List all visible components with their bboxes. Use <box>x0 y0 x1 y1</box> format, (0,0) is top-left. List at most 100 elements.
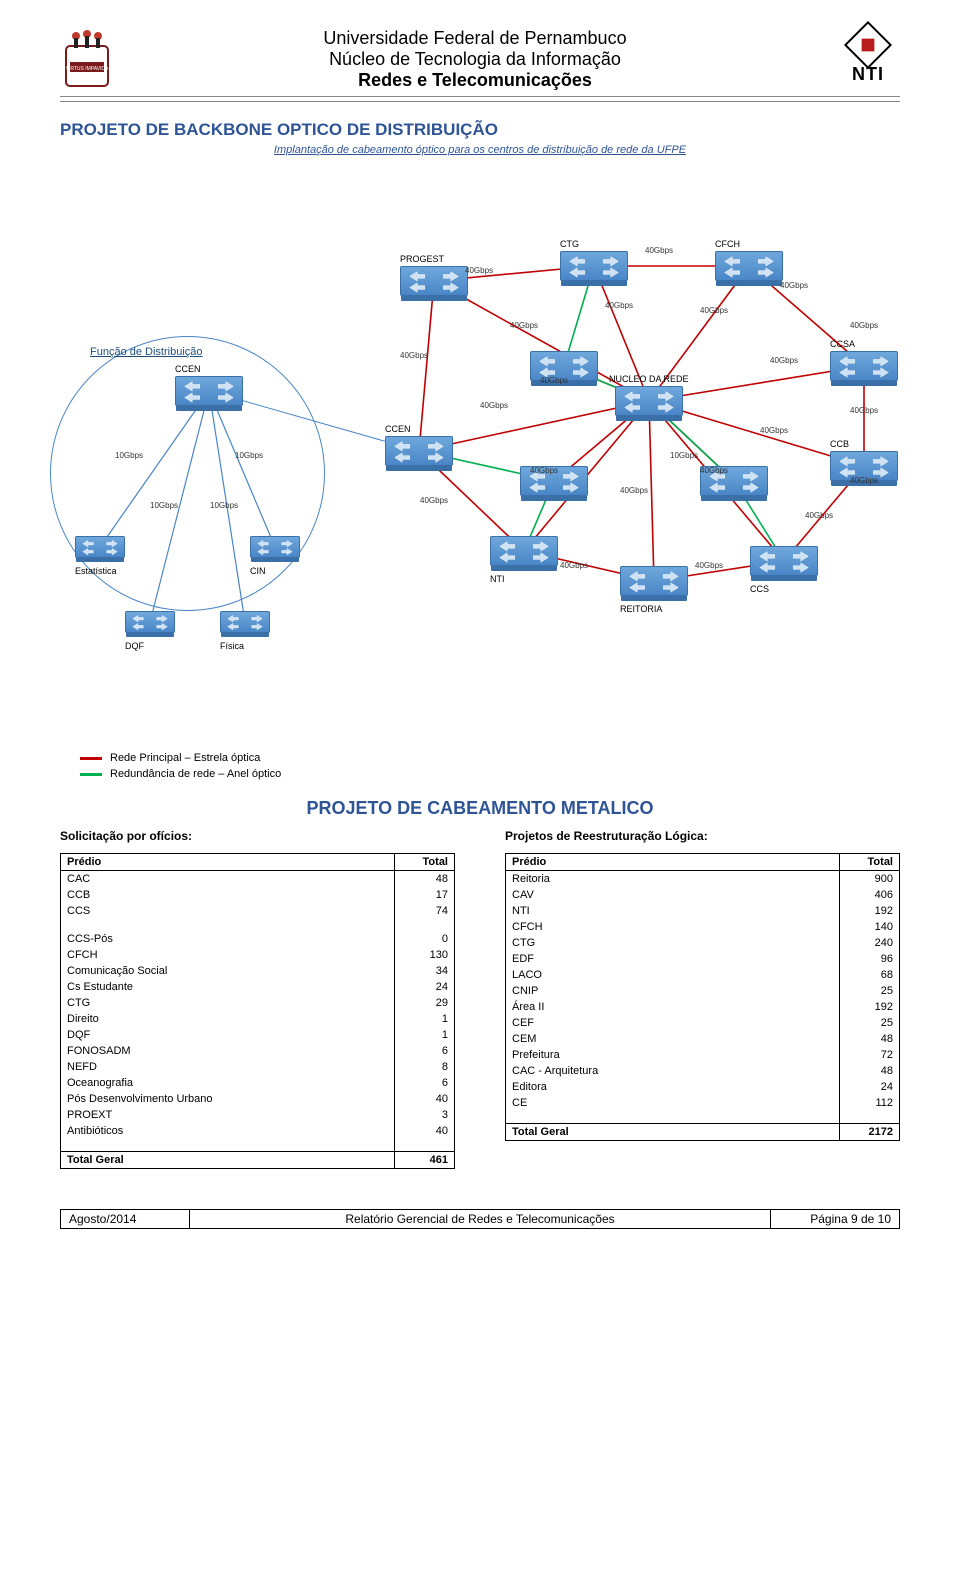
switch-node-nucleo <box>615 386 683 416</box>
link-label-40g: 40Gbps <box>645 246 673 255</box>
cell-predio: CEM <box>506 1031 840 1047</box>
footer-left: Agosto/2014 <box>60 1209 190 1229</box>
switch-node-cfch <box>715 251 783 281</box>
cell-predio: Oceanografia <box>61 1075 395 1091</box>
table-row: CCS-Pós0 <box>61 931 455 947</box>
backbone-diagram: Função de Distribuição PROGESTCTGCFCHCCS… <box>60 166 900 746</box>
link-label-10g: 10Gbps <box>235 451 263 460</box>
cell-predio: CNIP <box>506 983 840 999</box>
cell-total: 0 <box>395 931 455 947</box>
cell-total: 25 <box>840 1015 900 1031</box>
cell-predio: Direito <box>61 1011 395 1027</box>
table-row: CCS74 <box>61 903 455 919</box>
cell-total: 96 <box>840 951 900 967</box>
table-row: CE112 <box>506 1095 900 1111</box>
cell-predio: CTG <box>506 935 840 951</box>
legend-green-swatch <box>80 773 102 776</box>
metalico-columns: Solicitação por ofícios: PrédioTotalCAC4… <box>60 829 900 1169</box>
table-row: CNIP25 <box>506 983 900 999</box>
cell-predio: PROEXT <box>61 1107 395 1123</box>
table-row: Oceanografia6 <box>61 1075 455 1091</box>
cell-total: 1 <box>395 1027 455 1043</box>
left-heading: Solicitação por ofícios: <box>60 829 455 843</box>
table-row: FONOSADM6 <box>61 1043 455 1059</box>
header-line1: Universidade Federal de Pernambuco <box>114 28 836 49</box>
cell-predio: NEFD <box>61 1059 395 1075</box>
metalico-left-col: Solicitação por ofícios: PrédioTotalCAC4… <box>60 829 455 1169</box>
node-label-reitoria: REITORIA <box>620 604 662 614</box>
node-label-progest: PROGEST <box>400 254 444 264</box>
cell-total: 72 <box>840 1047 900 1063</box>
link-label-40g: 40Gbps <box>760 426 788 435</box>
cell-total: 25 <box>840 983 900 999</box>
link-label-40g: 40Gbps <box>850 476 878 485</box>
switch-node-ccen2 <box>385 436 453 466</box>
cell-total: 192 <box>840 903 900 919</box>
link-label-40g: 40Gbps <box>770 356 798 365</box>
cell-predio: LACO <box>506 967 840 983</box>
cell-total: 6 <box>395 1043 455 1059</box>
cell-total: 40 <box>395 1091 455 1107</box>
switch-node-nti <box>490 536 558 566</box>
university-crest-icon: VIRTUS IMPAVIDA <box>60 28 114 92</box>
legend-green-label: Redundância de rede – Anel óptico <box>110 768 281 780</box>
header-divider <box>60 101 900 102</box>
page-header: VIRTUS IMPAVIDA Universidade Federal de … <box>60 28 900 97</box>
cell-predio: Antibióticos <box>61 1123 395 1139</box>
table-row: Reitoria900 <box>506 871 900 888</box>
cell-total: 112 <box>840 1095 900 1111</box>
total-row: Total Geral2172 <box>506 1123 900 1140</box>
link-label-40g: 40Gbps <box>540 376 568 385</box>
cell-total: 8 <box>395 1059 455 1075</box>
switch-node-ctg <box>560 251 628 281</box>
svg-text:VIRTUS IMPAVIDA: VIRTUS IMPAVIDA <box>66 66 109 72</box>
cell-predio: CCB <box>61 887 395 903</box>
cell-predio: EDF <box>506 951 840 967</box>
cell-predio: Área II <box>506 999 840 1015</box>
right-table: PrédioTotalReitoria900CAV406NTI192CFCH14… <box>505 853 900 1141</box>
table-row: Antibióticos40 <box>61 1123 455 1139</box>
page-footer: Agosto/2014 Relatório Gerencial de Redes… <box>60 1209 900 1229</box>
cell-total: 48 <box>840 1031 900 1047</box>
cell-total: 48 <box>395 871 455 888</box>
cell-predio: CE <box>506 1095 840 1111</box>
cell-total: 24 <box>840 1079 900 1095</box>
col-total: Total <box>395 854 455 871</box>
link-label-10g: 10Gbps <box>210 501 238 510</box>
cell-predio: CTG <box>61 995 395 1011</box>
function-label: Função de Distribuição <box>90 346 203 358</box>
col-predio: Prédio <box>506 854 840 871</box>
cell-predio: CFCH <box>61 947 395 963</box>
cell-total: 6 <box>395 1075 455 1091</box>
link-label-40g: 40Gbps <box>530 466 558 475</box>
cell-total: 48 <box>840 1063 900 1079</box>
footer-right: Página 9 de 10 <box>770 1209 900 1229</box>
link-label-40g: 40Gbps <box>560 561 588 570</box>
node-label-ctg: CTG <box>560 239 579 249</box>
link-label-40g: 40Gbps <box>850 406 878 415</box>
cell-predio: Comunicação Social <box>61 963 395 979</box>
legend-green: Redundância de rede – Anel óptico <box>80 768 900 780</box>
link-label-40g: 40Gbps <box>850 321 878 330</box>
cell-predio: Editora <box>506 1079 840 1095</box>
node-label-nucleo: NUCLEO DA REDE <box>609 374 689 384</box>
total-row: Total Geral461 <box>61 1151 455 1168</box>
nti-logo: NTI <box>836 28 900 85</box>
cell-predio: CAV <box>506 887 840 903</box>
metalico-right-col: Projetos de Reestruturação Lógica: Prédi… <box>505 829 900 1169</box>
table-row: NEFD8 <box>61 1059 455 1075</box>
table-row: EDF96 <box>506 951 900 967</box>
cell-total: 900 <box>840 871 900 888</box>
switch-node-cin <box>250 536 300 558</box>
node-label-ccs: CCS <box>750 584 769 594</box>
cell-predio: FONOSADM <box>61 1043 395 1059</box>
footer-center: Relatório Gerencial de Redes e Telecomun… <box>190 1209 770 1229</box>
link-label-40g: 40Gbps <box>420 496 448 505</box>
table-row: Comunicação Social34 <box>61 963 455 979</box>
cell-total: 192 <box>840 999 900 1015</box>
table-row: CTG240 <box>506 935 900 951</box>
header-line2: Núcleo de Tecnologia da Informação <box>114 49 836 70</box>
cell-total: 29 <box>395 995 455 1011</box>
node-label-estat: Estatística <box>75 566 117 576</box>
switch-node-progest <box>400 266 468 296</box>
